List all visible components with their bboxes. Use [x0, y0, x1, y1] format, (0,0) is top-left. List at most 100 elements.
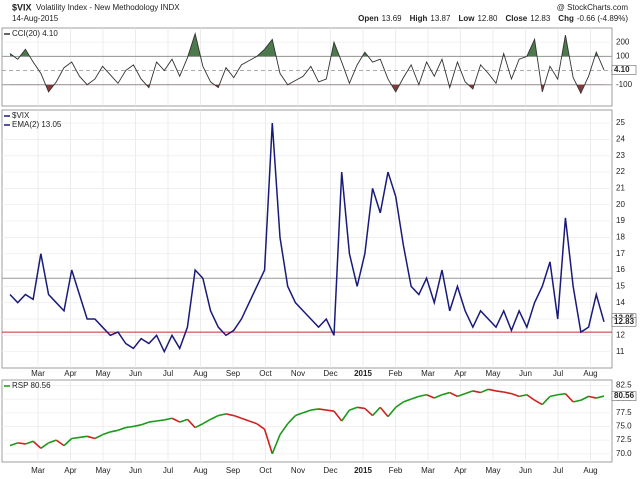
price-segment — [156, 419, 165, 422]
x-tick-label: Nov — [291, 466, 305, 475]
y-tick-label: 100 — [616, 51, 630, 60]
price-segment — [271, 434, 281, 455]
price-segment — [241, 417, 250, 422]
value-tag — [611, 391, 637, 401]
panel-frame — [1, 379, 613, 463]
price-segment — [418, 393, 427, 398]
price-segment — [102, 431, 111, 436]
x-tick-label: Apr — [454, 466, 467, 475]
price-segment — [410, 395, 420, 400]
x-tick-label: Aug — [583, 369, 597, 378]
y-tick-label: 12 — [616, 330, 625, 339]
x-tick-label: Mar — [421, 369, 435, 378]
price-segment — [395, 401, 404, 408]
y-tick-label: 15 — [616, 281, 625, 290]
x-tick-label: Oct — [259, 466, 272, 475]
price-segment — [117, 426, 126, 432]
price-segment — [110, 429, 119, 433]
price-segment — [63, 437, 73, 447]
y-tick-label: 75.0 — [616, 422, 632, 431]
line — [9, 123, 605, 354]
price-segment — [511, 392, 520, 398]
quote-value: 12.80 — [477, 14, 498, 23]
price-segment — [580, 395, 589, 401]
y-tick-label: 23 — [616, 151, 625, 160]
price-segment — [86, 435, 96, 440]
x-tick-label: Jul — [553, 369, 563, 378]
price-segment — [40, 442, 50, 449]
price-segment — [326, 409, 335, 412]
price-segment — [210, 414, 219, 421]
price-segment — [225, 413, 234, 417]
x-tick-label: Aug — [193, 369, 207, 378]
price-segment — [433, 394, 443, 399]
x-tick-label: Dec — [323, 466, 337, 475]
price-segment — [140, 421, 150, 426]
line — [9, 31, 605, 95]
y-tick-label: 70.0 — [616, 449, 632, 458]
x-tick-label: Mar — [31, 369, 45, 378]
quote-label: Low — [458, 14, 475, 23]
price-segment — [94, 433, 103, 440]
panel-frame — [1, 109, 613, 369]
x-tick-label: Apr — [454, 369, 467, 378]
quote-label: Chg — [558, 14, 574, 23]
x-tick-label: Apr — [64, 466, 77, 475]
price-segment — [133, 424, 142, 428]
x-tick-label: 2015 — [354, 369, 372, 378]
x-tick-label: Feb — [389, 466, 403, 475]
price-segment — [472, 390, 481, 394]
x-tick-label: Mar — [421, 466, 435, 475]
y-tick-label: 22 — [616, 167, 625, 176]
legend-label: $VIX — [12, 111, 30, 120]
y-tick-label: 25 — [616, 118, 625, 127]
price-segment — [25, 440, 34, 445]
x-tick-label: Nov — [291, 369, 305, 378]
y-tick-label: 17 — [616, 249, 625, 258]
x-tick-label: Apr — [64, 369, 77, 378]
price-segment — [263, 428, 274, 455]
price-segment — [218, 413, 227, 417]
source: @ StockCharts.com — [557, 3, 629, 12]
price-segment — [341, 409, 351, 422]
y-tick-label: 24 — [616, 135, 625, 144]
price-segment — [549, 393, 558, 398]
y-tick-label: 77.5 — [616, 408, 632, 417]
price-segment — [148, 420, 157, 423]
instrument-name: Volatility Index - New Methodology INDX — [36, 3, 180, 12]
x-tick-label: Dec — [323, 369, 337, 378]
quote-label: Open — [358, 14, 379, 23]
price-segment — [426, 394, 435, 399]
price-segment — [79, 435, 88, 439]
price-segment — [310, 408, 319, 411]
y-tick-label: 72.5 — [616, 435, 632, 444]
quote-value: 12.83 — [530, 14, 551, 23]
price-segment — [125, 425, 134, 429]
price-segment — [318, 408, 327, 411]
price-segment — [186, 418, 196, 429]
x-tick-label: Jul — [163, 466, 173, 475]
price-segment — [488, 388, 497, 392]
date: 14-Aug-2015 — [12, 14, 59, 23]
x-tick-label: Oct — [259, 369, 272, 378]
x-tick-label: Jun — [129, 369, 142, 378]
panel-frame — [1, 27, 613, 107]
price-segment — [55, 439, 65, 447]
x-tick-label: May — [485, 466, 500, 475]
x-tick-label: May — [95, 369, 110, 378]
x-tick-label: Feb — [389, 369, 403, 378]
price-segment — [480, 388, 489, 394]
x-tick-label: Sep — [226, 466, 241, 475]
x-tick-label: Aug — [583, 466, 597, 475]
price-segment — [349, 406, 358, 411]
price-segment — [464, 390, 474, 395]
value-tag — [611, 65, 637, 75]
price-segment — [194, 423, 204, 429]
x-tick-label: Mar — [31, 466, 45, 475]
price-segment — [295, 412, 304, 417]
y-tick-label: 11 — [616, 347, 625, 356]
price-segment — [179, 418, 188, 423]
price-segment — [457, 392, 466, 398]
y-tick-label: 21 — [616, 183, 625, 192]
